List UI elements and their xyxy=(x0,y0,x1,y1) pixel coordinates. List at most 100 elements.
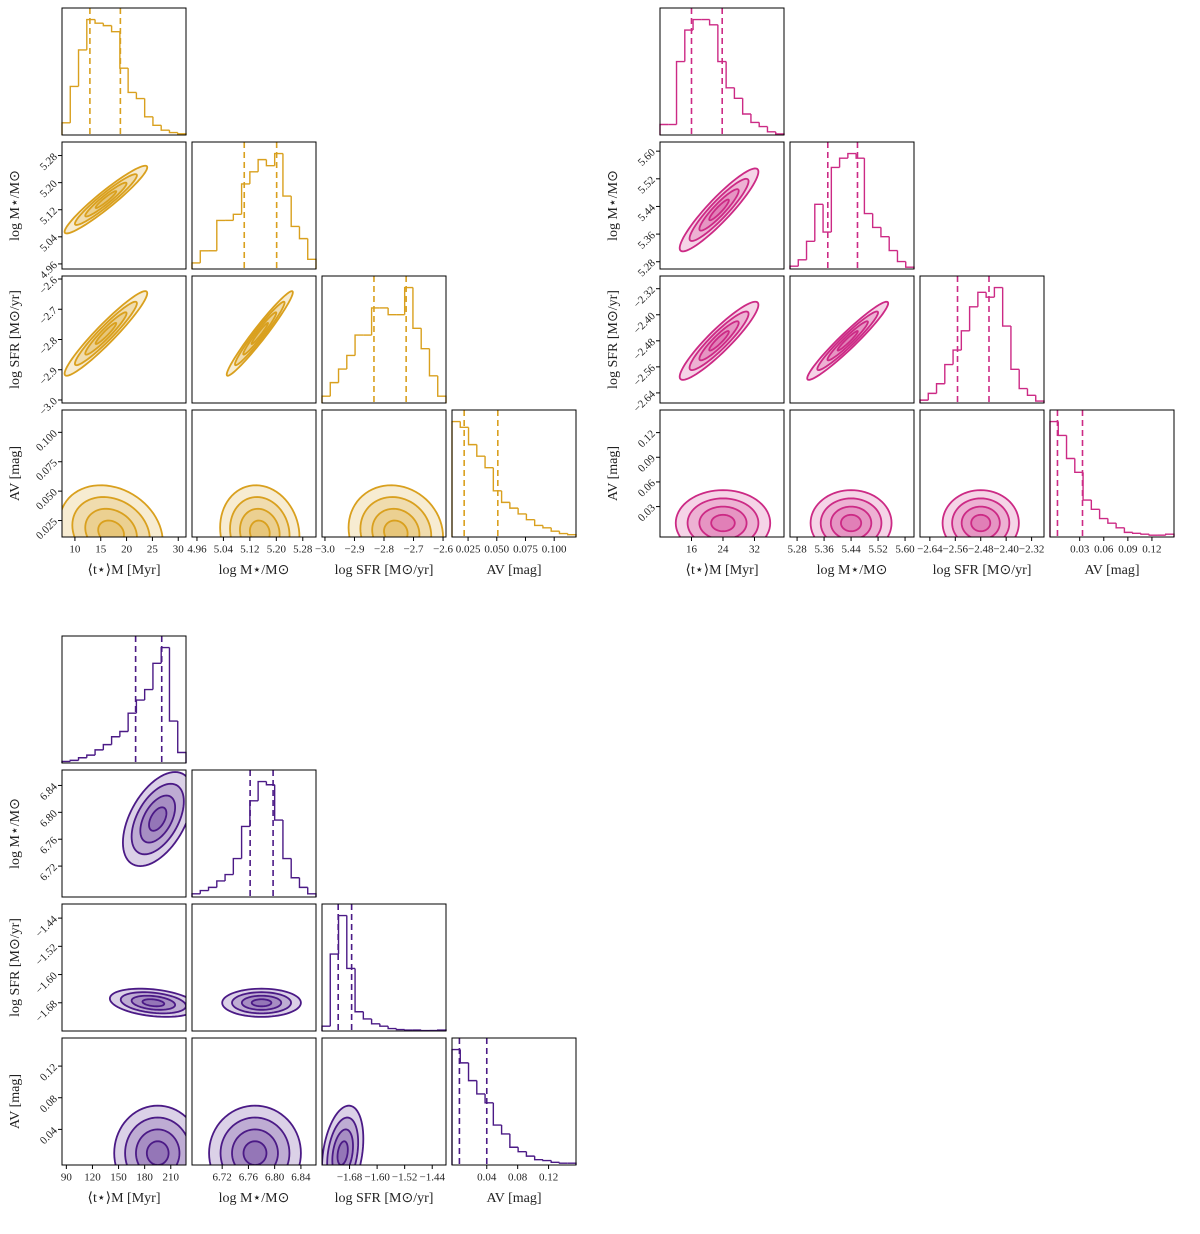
x-tick-label: 25 xyxy=(147,544,159,556)
histogram-step xyxy=(232,857,242,875)
x-tick-label: 5.52 xyxy=(868,544,887,556)
panel: 0.025 0.050 0.075 0.100 AV [mag] 10 15 20 25 30 ⟨t… xyxy=(8,409,187,578)
histogram-step xyxy=(993,286,1003,298)
y-axis-label: log SFR [M⊙/yr] xyxy=(8,918,23,1017)
histogram-step xyxy=(927,392,937,401)
histogram-step xyxy=(542,525,552,529)
histogram-step xyxy=(86,18,96,50)
histogram-step xyxy=(692,18,702,31)
histogram-step xyxy=(533,519,543,527)
histogram-step xyxy=(102,743,112,750)
panel xyxy=(789,141,915,270)
x-axis-label: ⟨t⋆⟩M [Myr] xyxy=(88,563,161,578)
contour xyxy=(688,177,750,242)
histogram-step xyxy=(69,759,79,762)
histogram-step xyxy=(880,227,890,238)
contour xyxy=(62,484,164,537)
contour xyxy=(229,496,291,537)
panel xyxy=(191,769,317,898)
x-tick-label: −3.0 xyxy=(315,544,335,556)
y-axis-label: log SFR [M⊙/yr] xyxy=(606,290,621,389)
histogram-step xyxy=(905,261,915,269)
y-tick-label: 5.36 xyxy=(636,229,658,251)
y-tick-label: 0.03 xyxy=(636,502,658,524)
histogram-step xyxy=(733,87,743,99)
histogram-step xyxy=(1107,518,1117,524)
x-tick-label: 5.12 xyxy=(240,544,259,556)
panel-frame xyxy=(659,409,785,538)
x-tick-label: 210 xyxy=(163,1172,180,1184)
x-axis-label: log M⋆/M⊙ xyxy=(817,563,888,578)
y-axis-label: AV [mag] xyxy=(606,446,621,501)
x-tick-label: −2.48 xyxy=(968,544,994,556)
histogram-step xyxy=(290,196,300,228)
histogram-step xyxy=(216,219,226,251)
histogram-step xyxy=(1148,534,1158,536)
histogram-step xyxy=(77,49,87,87)
histogram-step xyxy=(451,1048,461,1165)
x-tick-label: 5.60 xyxy=(895,544,915,556)
contour xyxy=(240,994,283,1011)
histogram-step xyxy=(354,968,364,1013)
histogram-step xyxy=(273,152,283,166)
y-tick-label: 0.09 xyxy=(636,452,658,474)
histogram-step xyxy=(321,1025,331,1031)
contour xyxy=(710,513,736,533)
y-tick-label: −1.68 xyxy=(33,998,60,1025)
x-tick-label: 6.80 xyxy=(265,1172,285,1184)
histogram-step xyxy=(1018,369,1028,390)
histogram-step xyxy=(257,158,267,172)
panel-frame xyxy=(321,275,447,404)
panel-frame xyxy=(61,409,187,538)
histogram-step xyxy=(127,712,137,732)
contour xyxy=(250,998,273,1008)
x-tick-label: −2.32 xyxy=(1019,544,1044,556)
contour xyxy=(829,505,873,537)
panel-frame xyxy=(191,1037,317,1166)
histogram-step xyxy=(758,122,768,128)
contour xyxy=(94,190,118,209)
panel-frame xyxy=(61,769,187,898)
y-tick-label: 5.28 xyxy=(38,151,60,173)
histogram-step xyxy=(143,98,153,118)
x-tick-label: 10 xyxy=(69,544,81,556)
histogram-step xyxy=(960,330,970,351)
contour xyxy=(970,513,992,533)
y-tick-label: 5.12 xyxy=(38,205,60,227)
histogram-step xyxy=(847,152,857,159)
histogram-step xyxy=(249,800,259,827)
y-axis-label: log M⋆/M⊙ xyxy=(8,798,23,869)
histogram-step xyxy=(830,166,840,233)
contour-group xyxy=(941,489,1020,537)
panel xyxy=(61,635,187,764)
x-tick-label: 0.09 xyxy=(1118,544,1138,556)
x-tick-label: 5.28 xyxy=(787,544,807,556)
histogram-step xyxy=(467,427,477,446)
histogram-step xyxy=(199,250,209,263)
histogram-step xyxy=(119,730,129,737)
histogram-step xyxy=(329,381,339,397)
contour xyxy=(960,505,1001,537)
y-tick-label: 5.60 xyxy=(636,146,658,168)
contour xyxy=(248,519,271,537)
histogram-step xyxy=(346,915,356,970)
histogram-step xyxy=(337,914,347,955)
histogram-step xyxy=(968,306,978,331)
histogram-step xyxy=(659,123,669,135)
histogram-step xyxy=(428,348,438,377)
y-tick-label: 0.050 xyxy=(34,486,60,512)
contour-group xyxy=(63,290,149,377)
histogram-step xyxy=(94,19,104,24)
y-tick-label: 0.04 xyxy=(38,1124,60,1146)
histogram-step xyxy=(69,85,79,123)
contour xyxy=(145,1140,170,1165)
histogram-step xyxy=(476,1080,486,1095)
x-axis-label: log M⋆/M⊙ xyxy=(219,1191,290,1206)
x-tick-label: −1.60 xyxy=(364,1172,390,1184)
contour xyxy=(816,310,879,372)
histogram-step xyxy=(127,68,137,94)
histogram-step xyxy=(484,456,494,469)
contour-group xyxy=(62,484,164,537)
